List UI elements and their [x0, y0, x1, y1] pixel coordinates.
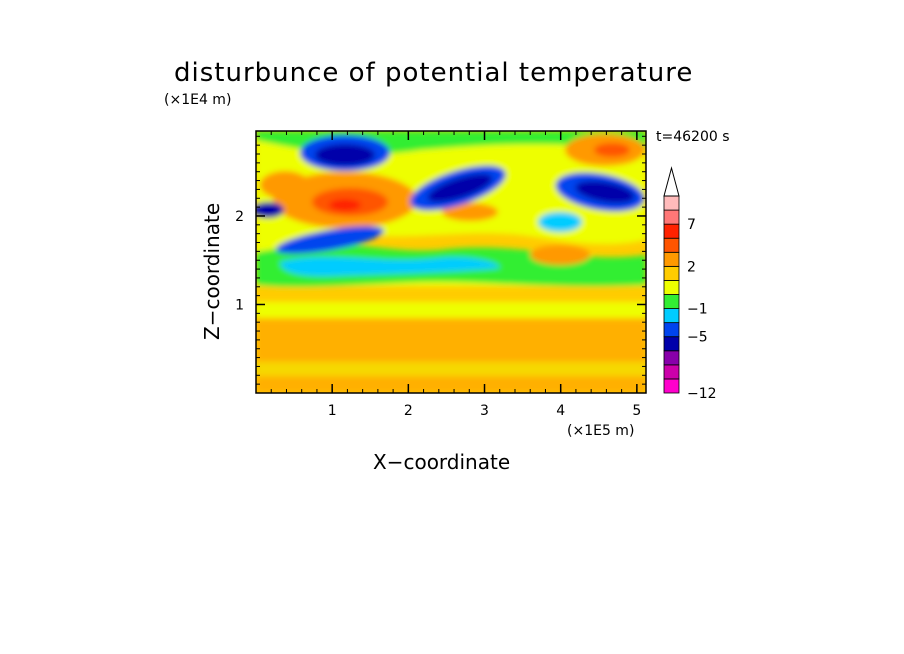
colorbar-tick-label: −1	[687, 302, 708, 318]
field-cold-core-2	[427, 173, 493, 203]
field-yellow-band-1	[256, 300, 646, 318]
colorbar-swatch	[663, 265, 680, 281]
colorbar-extend-triangle	[663, 166, 680, 197]
colorbar-tick-label: −5	[687, 330, 708, 346]
colorbar-tick-label: 2	[687, 259, 696, 275]
x-axis-scale-label: (×1E5 m)	[567, 423, 635, 439]
field-cyan-spot	[538, 212, 582, 232]
field-cold-core-1	[315, 144, 375, 166]
z-axis-scale-label: (×1E4 m)	[164, 92, 232, 108]
x-tick-label: 5	[632, 403, 641, 419]
chart-title: disturbunce of potential temperature	[174, 58, 694, 88]
x-tick-label: 1	[328, 403, 337, 419]
colorbar-swatch	[663, 195, 680, 211]
x-tick-label: 3	[480, 403, 489, 419]
colorbar-swatch	[663, 223, 680, 239]
y-tick-label: 1	[235, 297, 244, 313]
colorbar-tick-label: 7	[687, 217, 696, 233]
colorbar-swatch	[663, 336, 680, 352]
time-label: t=46200 s	[656, 129, 730, 145]
field-cold-core-3	[575, 180, 635, 204]
field-lower-orange	[256, 318, 646, 393]
field-yellow-band-2	[256, 284, 646, 302]
colorbar-swatch	[663, 209, 680, 225]
colorbar-swatch	[663, 251, 680, 267]
field-cyan-band	[280, 257, 500, 277]
x-axis-label: X−coordinate	[373, 450, 511, 474]
field-warm-blob-5	[260, 171, 310, 199]
field-warm-core-2	[594, 143, 630, 157]
colorbar-swatch	[663, 237, 680, 253]
field-warm-peak-1	[329, 199, 361, 211]
colorbar-swatch	[663, 322, 680, 338]
colorbar-swatch	[663, 378, 680, 394]
colorbar-swatch	[663, 364, 680, 380]
field-cold-edge	[256, 202, 284, 218]
colorbar: 7 2 −1 −5 −12	[663, 166, 717, 402]
y-tick-label: 2	[235, 209, 244, 225]
axis-ticks: 1 2 3 4 5 1 2	[235, 131, 646, 419]
field-cold-band	[275, 226, 385, 254]
field-warm-blob-3	[530, 245, 590, 265]
colorbar-swatch	[663, 308, 680, 324]
colorbar-swatch	[663, 294, 680, 309]
x-tick-label: 4	[556, 403, 565, 419]
field-yellow-band-4	[256, 362, 646, 376]
x-tick-label: 2	[404, 403, 413, 419]
plot-frame	[255, 130, 647, 394]
colorbar-tick-label: −12	[687, 386, 717, 402]
contour-field	[256, 131, 646, 393]
colorbar-swatch	[663, 280, 680, 295]
field-warm-blob-4	[442, 203, 498, 221]
colorbar-swatch	[663, 350, 680, 366]
